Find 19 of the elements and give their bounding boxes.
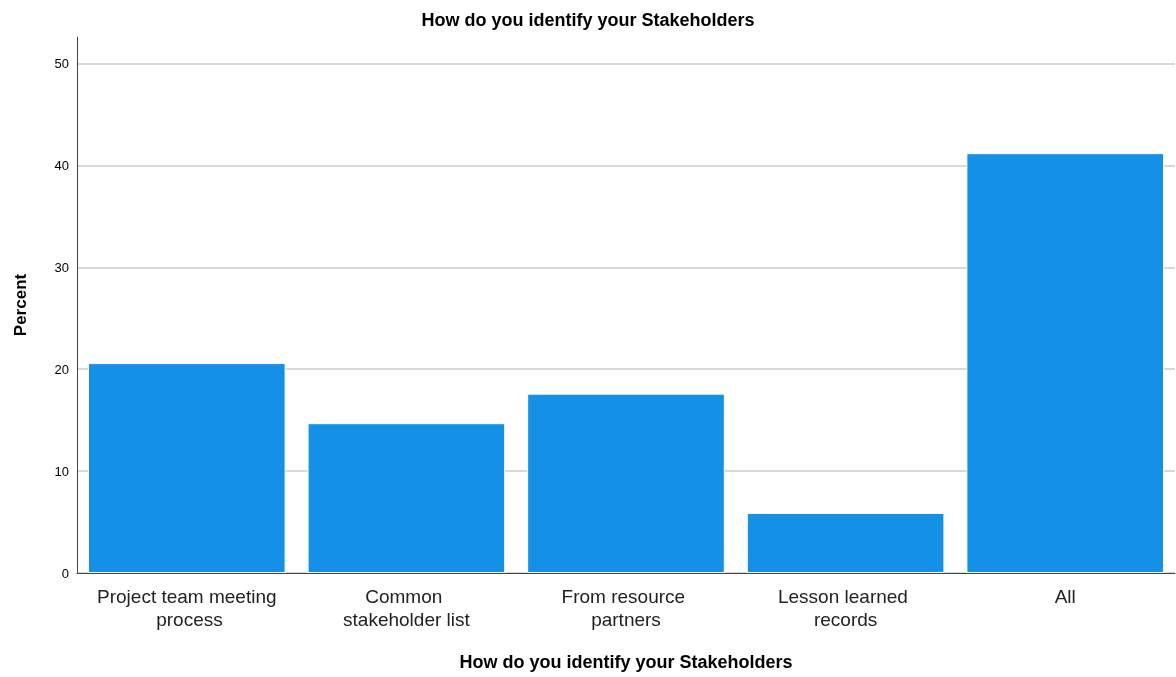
chart-title: How do you identify your Stakeholders bbox=[421, 10, 755, 30]
y-axis-title: Percent bbox=[11, 273, 30, 337]
y-tick-label: 10 bbox=[54, 463, 69, 479]
y-tick-label: 20 bbox=[54, 361, 69, 377]
x-tick-label: Common stakeholder list bbox=[343, 586, 471, 630]
bar bbox=[966, 153, 1165, 573]
y-tick-label: 30 bbox=[54, 259, 69, 275]
x-tick-label: All bbox=[1054, 586, 1076, 607]
bar bbox=[87, 363, 286, 573]
bar bbox=[527, 393, 725, 573]
x-axis-title: How do you identify your Stakeholders bbox=[459, 652, 793, 672]
bar bbox=[307, 423, 506, 573]
y-tick-label: 40 bbox=[54, 157, 69, 173]
y-tick-label: 50 bbox=[54, 55, 69, 71]
x-tick-label: Project team meeting process bbox=[97, 586, 277, 630]
x-tick-label: Lesson learned records bbox=[777, 586, 914, 630]
y-tick-label: 0 bbox=[61, 565, 69, 581]
bar bbox=[746, 512, 945, 573]
x-tick-label: From resource partners bbox=[561, 586, 691, 630]
